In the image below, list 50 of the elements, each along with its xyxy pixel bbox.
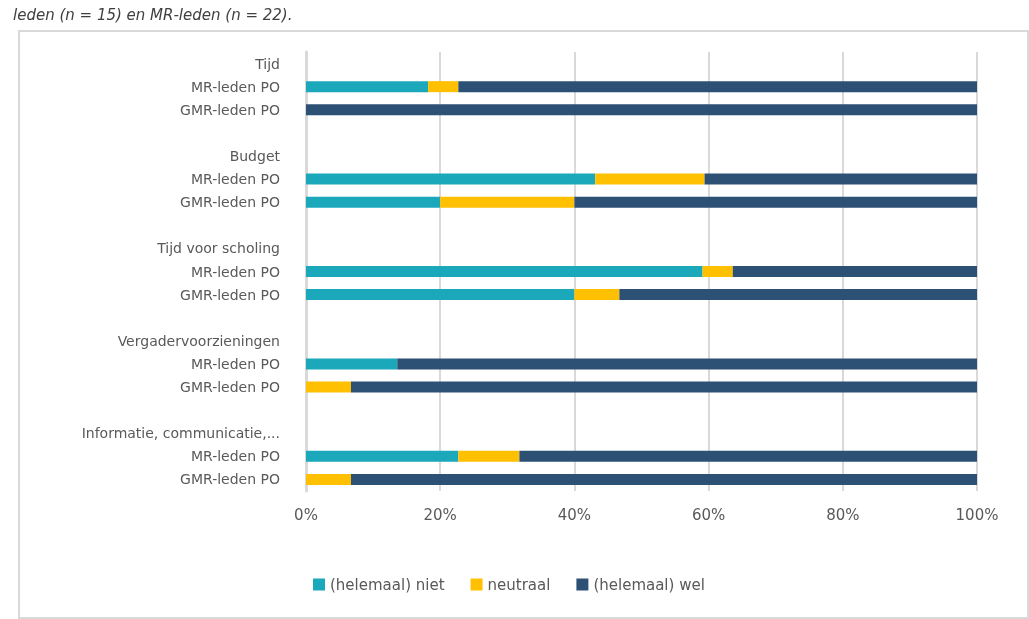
bar xyxy=(306,173,596,185)
legend-label: neutraal xyxy=(487,575,551,594)
bar xyxy=(306,104,977,116)
bar xyxy=(574,289,620,301)
y-tick-label: Budget xyxy=(229,147,281,164)
bar xyxy=(306,450,459,462)
bar xyxy=(306,196,441,208)
x-tick-label: 40% xyxy=(557,505,592,524)
y-tick-label: MR-leden PO xyxy=(190,355,280,372)
x-tick-label: 20% xyxy=(423,505,457,524)
y-tick-label: GMR-leden PO xyxy=(180,101,280,118)
bar xyxy=(306,81,429,93)
y-tick-label: GMR-leden PO xyxy=(180,379,280,396)
x-tick-label: 60% xyxy=(691,505,726,524)
bar xyxy=(306,473,351,485)
bar xyxy=(619,289,977,301)
bar xyxy=(595,173,705,185)
bar xyxy=(306,381,351,393)
bar xyxy=(458,81,977,93)
text: leden (n = 15) en MR-leden (n = 22). xyxy=(13,5,293,24)
x-tick-label: 0% xyxy=(294,505,318,524)
bar xyxy=(702,266,733,277)
bar xyxy=(306,358,398,370)
bar xyxy=(306,266,703,277)
bar xyxy=(397,358,977,370)
y-tick-label: MR-leden PO xyxy=(190,263,280,280)
y-tick-label: MR-leden PO xyxy=(190,171,280,188)
y-tick-label: Vergadervoorzieningen xyxy=(117,332,280,349)
bar xyxy=(440,196,575,208)
bar xyxy=(350,473,977,485)
y-tick-label: GMR-leden PO xyxy=(180,286,280,303)
y-tick-label: Informatie, communicatie,... xyxy=(81,425,280,442)
bar xyxy=(458,450,520,462)
legend-label: (helemaal) wel xyxy=(593,575,705,594)
bar xyxy=(574,196,977,208)
bar xyxy=(428,81,459,93)
y-tick-label: Tijd voor scholing xyxy=(156,240,280,257)
y-tick-label: Tijd xyxy=(254,55,280,72)
y-tick-label: GMR-leden PO xyxy=(180,194,280,211)
bar xyxy=(306,289,575,301)
bar xyxy=(519,450,977,462)
y-tick-label: MR-leden PO xyxy=(190,78,280,95)
bar xyxy=(732,266,977,277)
bar xyxy=(350,381,977,393)
bar xyxy=(704,173,977,185)
x-tick-label: 80% xyxy=(826,505,860,524)
y-tick-label: GMR-leden PO xyxy=(180,471,280,488)
x-tick-label: 100% xyxy=(955,505,999,524)
legend-label: (helemaal) niet xyxy=(330,575,445,594)
y-tick-label: MR-leden PO xyxy=(190,448,280,465)
